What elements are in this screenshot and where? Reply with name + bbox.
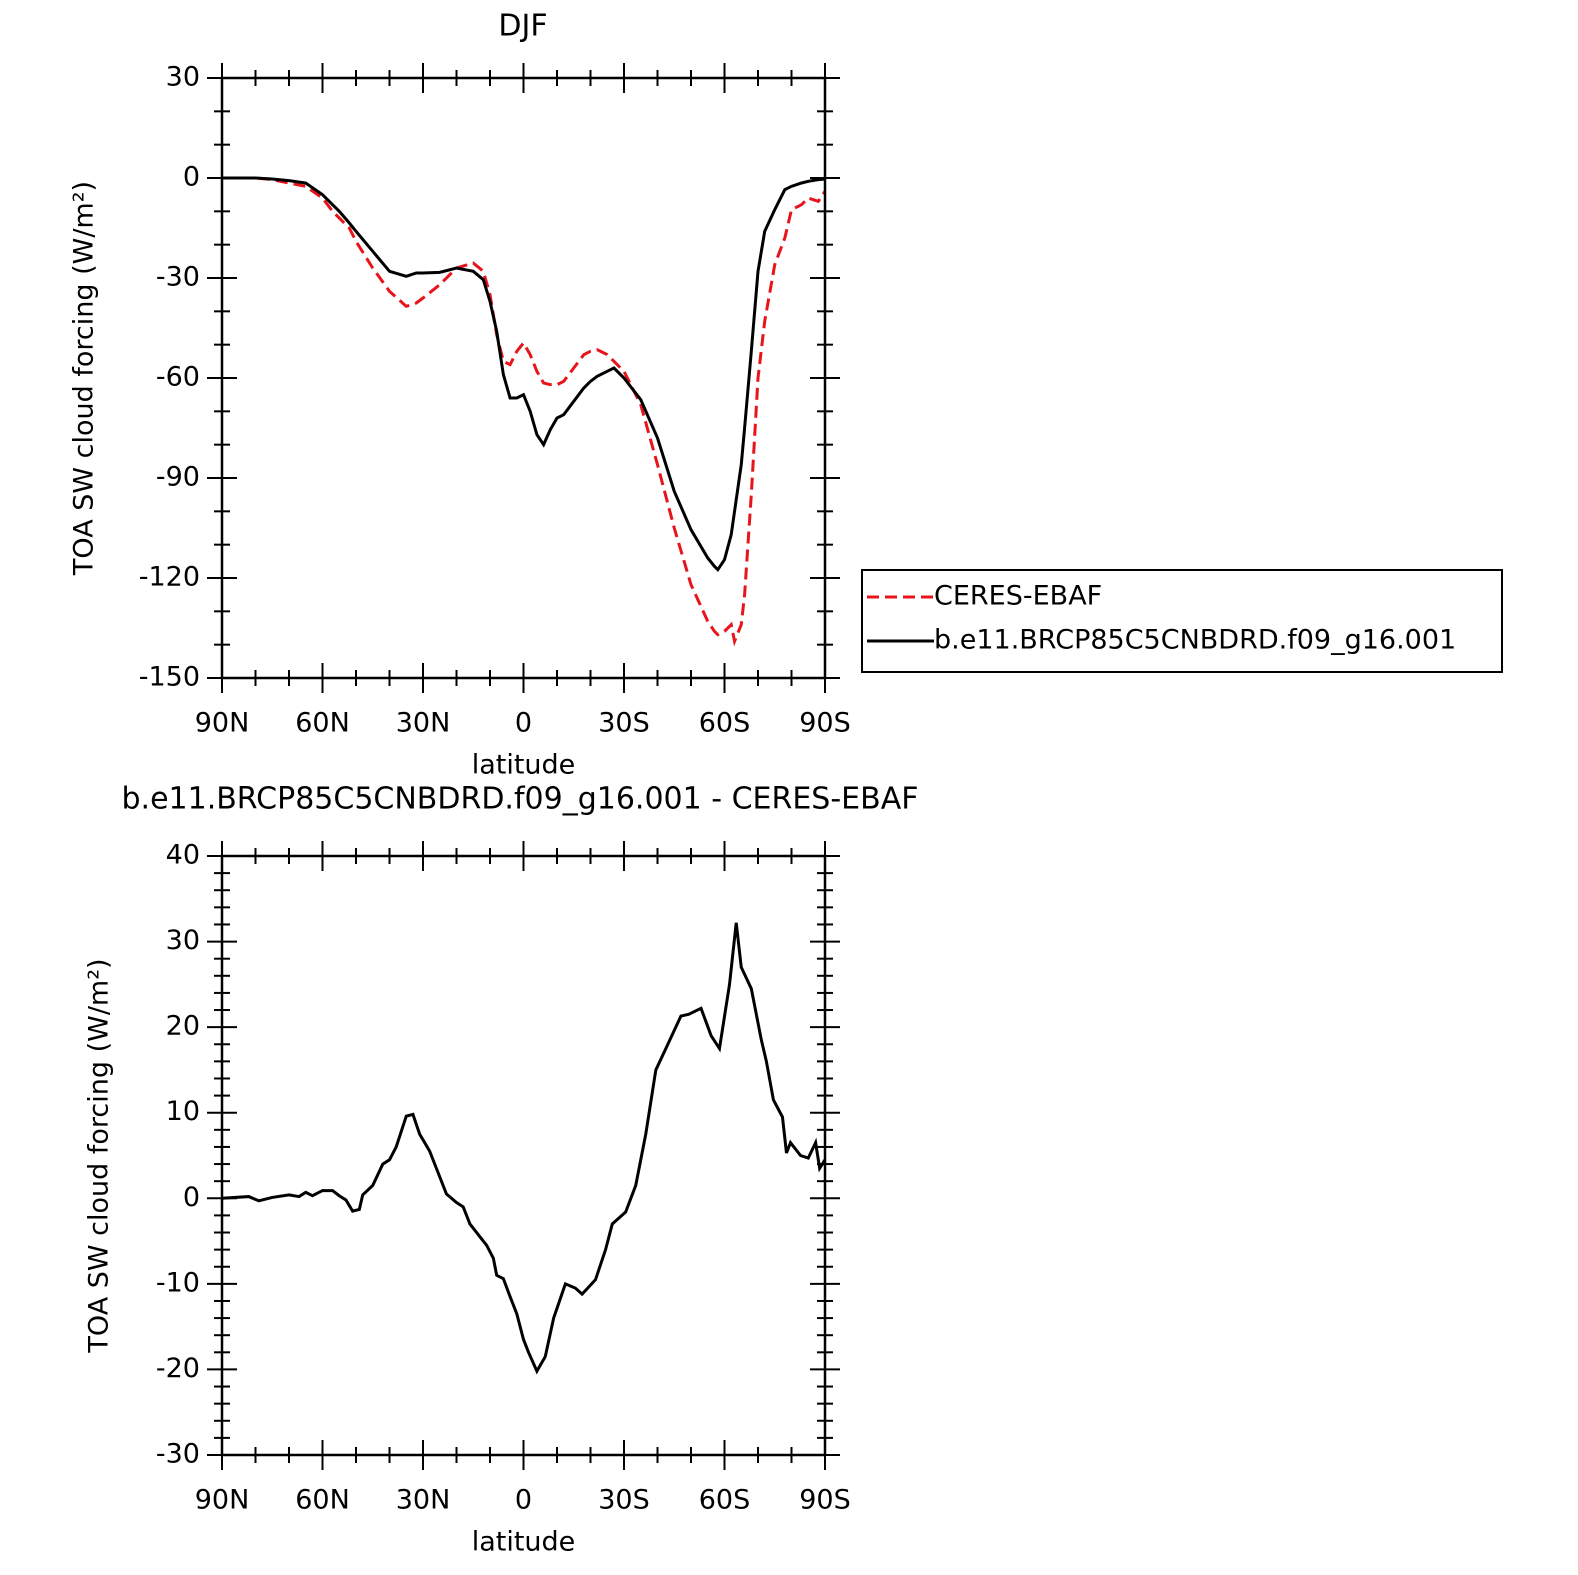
x-tick-label: 30N [396,1485,451,1516]
y-tick-label: -30 [156,262,200,293]
chart: b.e11.BRCP85C5CNBDRD.f09_g16.001 - CERES… [84,782,919,1558]
data-line [222,176,826,573]
x-tick-label: 30N [396,708,451,739]
x-tick-label: 60N [295,1485,350,1516]
legend: CERES-EBAF b.e11.BRCP85C5CNBDRD.f09_g16.0… [861,569,1503,673]
chart-title: b.e11.BRCP85C5CNBDRD.f09_g16.001 - CERES… [121,782,918,817]
legend-label: b.e11.BRCP85C5CNBDRD.f09_g16.001 [934,625,1456,656]
y-tick-label: 30 [166,62,200,93]
x-axis-label: latitude [472,750,576,781]
data-line [222,176,827,647]
x-tick-label: 0 [515,708,532,739]
y-tick-label: 10 [166,1096,200,1127]
x-tick-label: 90S [799,1485,851,1516]
data-line [221,922,827,1375]
x-tick-label: 60N [295,708,350,739]
y-tick-label: -120 [139,562,200,593]
y-tick-label: 40 [166,840,200,871]
y-tick-label: 20 [166,1011,200,1042]
x-tick-label: 30S [598,708,650,739]
y-tick-label: -20 [156,1353,200,1384]
plot-frame [220,854,827,1457]
y-axis-label: TOA SW cloud forcing (W/m²) [84,958,115,1353]
y-tick-label: 30 [166,925,200,956]
y-tick-label: 0 [183,1182,200,1213]
y-tick-label: -10 [156,1267,200,1298]
plot-frame [220,76,827,680]
legend-label: CERES-EBAF [934,581,1102,612]
x-tick-label: 30S [598,1485,650,1516]
x-tick-label: 60S [699,1485,751,1516]
legend-box [861,569,1503,673]
x-tick-label: 90S [799,708,851,739]
y-tick-label: -150 [139,662,200,693]
x-axis-label: latitude [472,1527,576,1558]
y-tick-label: -30 [156,1439,200,1470]
y-tick-label: 0 [183,162,200,193]
x-tick-label: 90N [195,1485,250,1516]
x-tick-label: 90N [195,708,250,739]
x-tick-label: 0 [515,1485,532,1516]
y-tick-label: -90 [156,462,200,493]
x-tick-label: 60S [699,708,751,739]
y-tick-label: -60 [156,362,200,393]
y-axis-label: TOA SW cloud forcing (W/m²) [69,181,100,576]
chart: DJF latitude TOA SW cloud forcing (W/m²) -1… [69,9,1503,781]
chart-title: DJF [498,9,547,44]
